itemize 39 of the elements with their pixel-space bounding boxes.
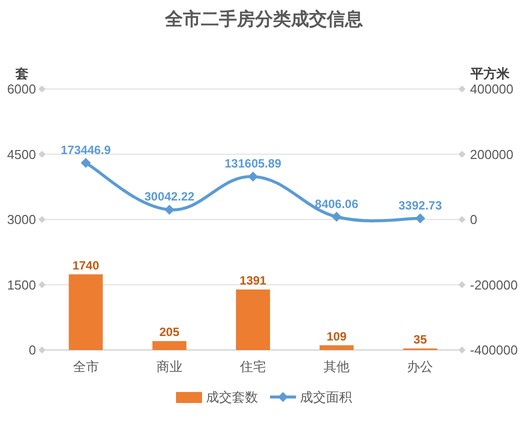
y-tick-label: 1500 bbox=[7, 277, 36, 292]
point bbox=[80, 158, 91, 168]
x-tick-label: 其他 bbox=[324, 359, 350, 374]
y2-axis-title: 平方米 bbox=[470, 66, 510, 81]
legend-label: 成交面积 bbox=[300, 390, 352, 404]
data-label: 109 bbox=[326, 329, 347, 344]
y2-tick-label: 0 bbox=[470, 212, 478, 227]
y2-tick-label: -200000 bbox=[470, 277, 518, 292]
y2-tick-label: 400000 bbox=[470, 82, 514, 96]
x-tick-label: 商业 bbox=[156, 359, 182, 374]
point bbox=[164, 204, 174, 215]
x-tick-label: 办公 bbox=[407, 359, 434, 374]
x-tick-label: 全市 bbox=[72, 359, 99, 374]
data-label: 30042.22 bbox=[144, 190, 195, 204]
data-label: 1740 bbox=[72, 258, 100, 272]
data-label: 8406.06 bbox=[314, 196, 359, 211]
y2-tick-label: -400000 bbox=[470, 342, 518, 358]
bar bbox=[236, 289, 270, 350]
bar bbox=[152, 341, 186, 350]
point bbox=[415, 213, 426, 224]
data-label: 131605.89 bbox=[224, 156, 282, 171]
y-tick-label: 6000 bbox=[7, 82, 36, 96]
data-label: 173446.9 bbox=[60, 142, 112, 157]
legend-label: 成交套数 bbox=[206, 390, 258, 404]
data-label: 35 bbox=[414, 332, 428, 346]
y-tick-label: 4500 bbox=[7, 146, 36, 162]
data-label: 1391 bbox=[240, 273, 267, 288]
x-tick-label: 住宅 bbox=[239, 359, 266, 374]
chart-title: 全市二手房分类成交信息 bbox=[164, 9, 363, 29]
point bbox=[332, 212, 342, 222]
y2-tick-label: 200000 bbox=[470, 146, 514, 162]
y-tick-label: 3000 bbox=[7, 212, 36, 227]
point bbox=[248, 172, 258, 182]
y-tick-label: 0 bbox=[28, 342, 36, 358]
bar bbox=[320, 345, 354, 350]
bar bbox=[68, 274, 103, 350]
data-label: 205 bbox=[159, 325, 180, 340]
data-label: 3392.73 bbox=[398, 198, 442, 212]
y-axis-title: 套 bbox=[14, 66, 28, 81]
